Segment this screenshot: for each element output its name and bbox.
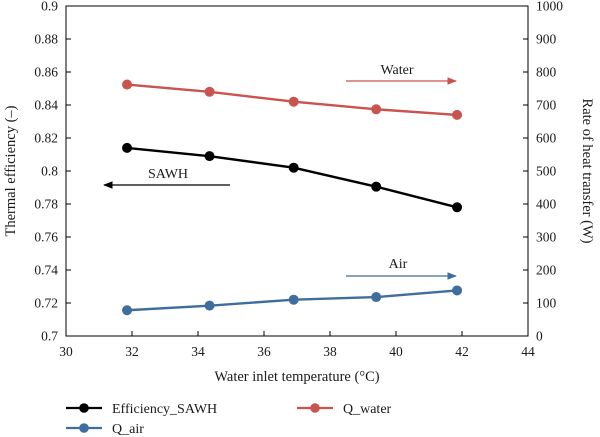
x-tick-label-30: 30 — [59, 344, 73, 359]
y-left-axis-ticks: 0.7 0.72 0.74 0.76 0.78 0.8 0.82 0.84 0.86 0.88 0.… — [34, 0, 71, 344]
y-right-tick-label-1000: 1000 — [536, 0, 563, 14]
data-point-q-air-3 — [288, 294, 299, 305]
y-left-tick-label-0-8: 0.8 — [41, 164, 58, 179]
data-point-efficiency-sawh-4 — [371, 181, 382, 192]
series-q-air — [122, 285, 463, 316]
y-right-tick-label-900: 900 — [536, 32, 557, 47]
x-tick-label-32: 32 — [125, 344, 139, 359]
legend-label-q-water: Q_water — [343, 402, 392, 417]
y-left-tick-label-0-88: 0.88 — [34, 32, 58, 47]
x-tick-label-40: 40 — [389, 344, 403, 359]
x-axis-ticks: 30 32 34 36 38 40 42 44 — [59, 331, 535, 359]
y-left-tick-label-0-72: 0.72 — [34, 296, 58, 311]
y-right-tick-label-400: 400 — [536, 197, 557, 212]
annotation-water: Water — [346, 63, 457, 85]
y-right-tick-label-600: 600 — [536, 131, 557, 146]
annotation-water-label: Water — [380, 63, 413, 78]
data-point-q-air-1 — [122, 305, 133, 316]
data-point-q-air-5 — [452, 285, 463, 296]
y-left-tick-label-0-86: 0.86 — [34, 65, 58, 80]
y-right-tick-label-100: 100 — [536, 296, 557, 311]
data-point-q-water-5 — [452, 109, 463, 120]
y-right-tick-label-500: 500 — [536, 164, 557, 179]
x-tick-label-36: 36 — [257, 344, 271, 359]
y-left-tick-label-0-76: 0.76 — [34, 230, 58, 245]
y-left-tick-label-0-78: 0.78 — [34, 197, 58, 212]
data-point-q-water-4 — [371, 104, 382, 115]
data-point-q-water-1 — [122, 79, 133, 90]
x-tick-label-44: 44 — [521, 344, 535, 359]
data-point-efficiency-sawh-1 — [122, 142, 133, 153]
y-right-axis-title: Rate of heat transfer (W) — [579, 99, 595, 244]
annotation-air-label: Air — [389, 257, 408, 272]
y-left-tick-label-0-82: 0.82 — [34, 131, 58, 146]
annotation-sawh: SAWH — [103, 167, 230, 189]
data-point-q-air-2 — [204, 300, 215, 311]
y-right-axis-ticks: 0 100 200 300 400 500 600 700 800 900 1000 — [523, 0, 563, 344]
y-left-axis-title: Thermal efficiency (–) — [3, 105, 19, 236]
series-q-water — [122, 79, 463, 120]
annotation-sawh-label: SAWH — [148, 167, 188, 182]
y-right-tick-label-200: 200 — [536, 263, 557, 278]
data-point-q-air-4 — [371, 292, 382, 303]
legend-label-efficiency-sawh: Efficiency_SAWH — [112, 402, 217, 417]
legend-marker-q-water — [310, 403, 320, 413]
y-right-tick-label-800: 800 — [536, 65, 557, 80]
x-tick-label-42: 42 — [455, 344, 469, 359]
data-point-efficiency-sawh-2 — [204, 151, 215, 162]
x-tick-label-38: 38 — [323, 344, 337, 359]
legend-label-q-air: Q_air — [112, 422, 144, 437]
data-point-q-water-3 — [288, 96, 299, 107]
x-axis-title: Water inlet temperature (°C) — [214, 369, 379, 385]
annotation-air: Air — [346, 257, 457, 280]
y-right-tick-label-700: 700 — [536, 98, 557, 113]
legend-marker-efficiency-sawh — [79, 403, 89, 413]
legend-item-q-water: Q_water — [297, 402, 392, 417]
legend-marker-q-air — [79, 423, 89, 433]
data-point-efficiency-sawh-3 — [288, 162, 299, 173]
data-point-efficiency-sawh-5 — [452, 202, 463, 213]
y-left-tick-label-0-74: 0.74 — [34, 263, 58, 278]
x-tick-label-34: 34 — [191, 344, 205, 359]
legend-item-efficiency-sawh: Efficiency_SAWH — [66, 402, 217, 417]
y-right-tick-label-300: 300 — [536, 230, 557, 245]
y-right-tick-label-0: 0 — [536, 329, 543, 344]
y-left-tick-label-0-7: 0.7 — [41, 329, 58, 344]
legend: Efficiency_SAWH Q_water Q_air — [66, 402, 392, 437]
series-efficiency-sawh — [122, 142, 463, 213]
y-left-tick-label-0-9: 0.9 — [41, 0, 58, 14]
series-layer — [122, 79, 463, 316]
y-left-tick-label-0-84: 0.84 — [34, 98, 58, 113]
data-point-q-water-2 — [204, 86, 215, 97]
legend-item-q-air: Q_air — [66, 422, 144, 437]
